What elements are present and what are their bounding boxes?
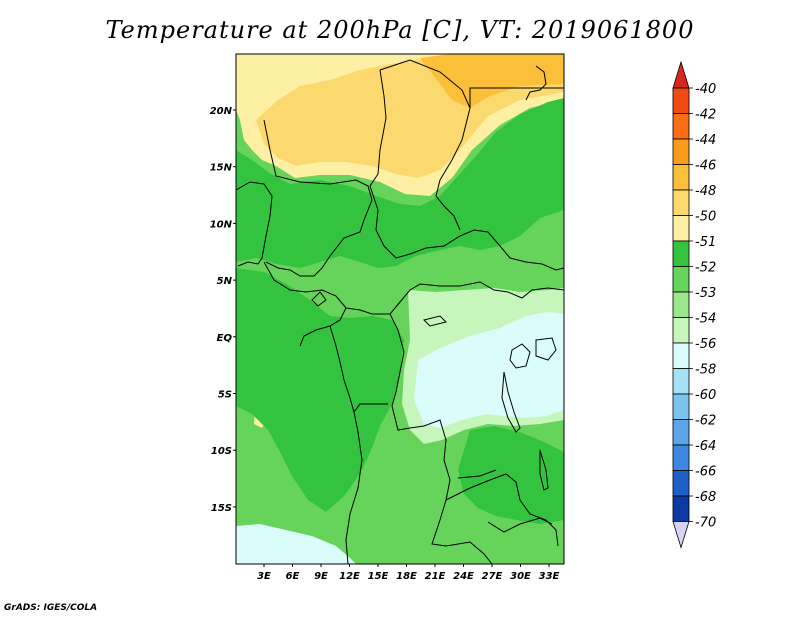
colorbar-bottom-arrow <box>672 521 690 549</box>
colorbar-label: -70 <box>695 516 716 531</box>
longitude-label: 15E <box>368 571 389 582</box>
field-region-cyan-east <box>414 312 564 428</box>
colorbar-swatch <box>672 266 690 293</box>
lake-malawi <box>539 449 549 491</box>
border-line <box>263 261 347 347</box>
colorbar-label: -46 <box>695 159 716 174</box>
colorbar-label: -68 <box>695 490 716 505</box>
field-region-green-dark-north <box>236 98 564 268</box>
colorbar-label: -66 <box>695 465 716 480</box>
lake-victoria <box>509 343 531 369</box>
grads-credit: GrADS: IGES/COLA <box>4 603 98 613</box>
border-line <box>487 517 553 533</box>
colorbar-label: -64 <box>695 439 716 454</box>
field-region-yellow-dark <box>420 54 564 108</box>
border-line <box>235 181 273 267</box>
longitude-label: 30E <box>510 571 531 582</box>
border-line <box>369 69 565 271</box>
map-frame <box>235 53 565 565</box>
colorbar-label: -48 <box>695 184 716 199</box>
colorbar-swatch <box>672 138 690 165</box>
longitude-label: 27E <box>482 571 503 582</box>
latitude-label: 5N <box>217 276 233 287</box>
colorbar-swatch <box>672 342 690 369</box>
country-borders <box>235 59 565 565</box>
colorbar-swatch <box>672 368 690 395</box>
colorbar-label: -56 <box>695 337 716 352</box>
colorbar-swatch <box>672 113 690 140</box>
latitude-label: 10N <box>210 219 233 230</box>
colorbar-swatch <box>672 393 690 420</box>
border-line <box>311 291 327 307</box>
colorbar-label: -51 <box>695 235 716 250</box>
colorbar-swatch <box>672 495 690 522</box>
colorbar-label: -60 <box>695 388 716 403</box>
latitude-label: 20N <box>210 106 233 117</box>
colorbar-swatch <box>672 189 690 216</box>
colorbar-swatch <box>672 215 690 242</box>
longitude-label: 3E <box>257 571 271 582</box>
colorbar-label: -62 <box>695 414 716 429</box>
colorbar-swatch <box>672 240 690 267</box>
colorbar-label: -40 <box>695 82 716 97</box>
longitude-label: 33E <box>539 571 560 582</box>
colorbar: -40 -42 -44 -46 -48 -50 -51 -52 -53 -54 -56 -58 -60 -… <box>672 60 716 549</box>
field-region-green-dark-east <box>458 426 564 524</box>
colorbar-swatch <box>672 291 690 318</box>
latitude-label: 10S <box>211 446 232 457</box>
longitude-label: 24E <box>453 571 474 582</box>
colorbar-swatch <box>672 470 690 497</box>
border-line <box>345 411 363 565</box>
border-line <box>423 315 447 327</box>
colorbar-swatch <box>672 87 690 114</box>
longitude-label: 12E <box>339 571 360 582</box>
latitude-label: EQ <box>217 333 233 344</box>
colorbar-label: -58 <box>695 363 716 378</box>
latitude-label: 15S <box>211 503 232 514</box>
border-line <box>329 325 388 414</box>
border-line <box>535 337 557 361</box>
longitude-label: 9E <box>314 571 328 582</box>
field-region-cyan-south <box>236 524 356 564</box>
lake-tanganyika <box>501 371 521 433</box>
chart-title: Temperature at 200hPa [C], VT: 201906180… <box>105 16 695 44</box>
latitude-label: 15N <box>210 163 233 174</box>
colorbar-label: -54 <box>695 312 716 327</box>
colorbar-swatch <box>672 419 690 446</box>
border-line <box>445 473 559 547</box>
colorbar-swatch <box>672 317 690 344</box>
border-line <box>263 119 373 277</box>
colorbar-swatch <box>672 444 690 471</box>
colorbar-top-arrow <box>672 60 690 89</box>
axis-ticks <box>233 109 550 567</box>
longitude-label: 6E <box>286 571 300 582</box>
colorbar-label: -42 <box>695 108 716 123</box>
longitude-label: 21E <box>425 571 446 582</box>
field-region-green-dark-central <box>236 268 404 512</box>
colorbar-label: -53 <box>695 286 716 301</box>
temperature-field <box>236 54 564 564</box>
latitude-label: 5S <box>218 390 232 401</box>
colorbar-swatch <box>672 164 690 191</box>
colorbar-label: -50 <box>695 210 716 225</box>
border-line <box>345 281 565 315</box>
border-line <box>379 59 471 231</box>
latitude-labels: 20N 15N 10N 5N EQ 5S 10S 15S <box>210 106 233 514</box>
colorbar-label: -52 <box>695 261 716 276</box>
border-line <box>525 65 547 101</box>
longitude-labels: 3E 6E 9E 12E 15E 18E 21E 24E 27E 30E 33E <box>257 571 559 582</box>
colorbar-label: -44 <box>695 133 716 148</box>
longitude-label: 18E <box>396 571 417 582</box>
border-line <box>457 469 497 479</box>
border-line <box>389 313 493 565</box>
